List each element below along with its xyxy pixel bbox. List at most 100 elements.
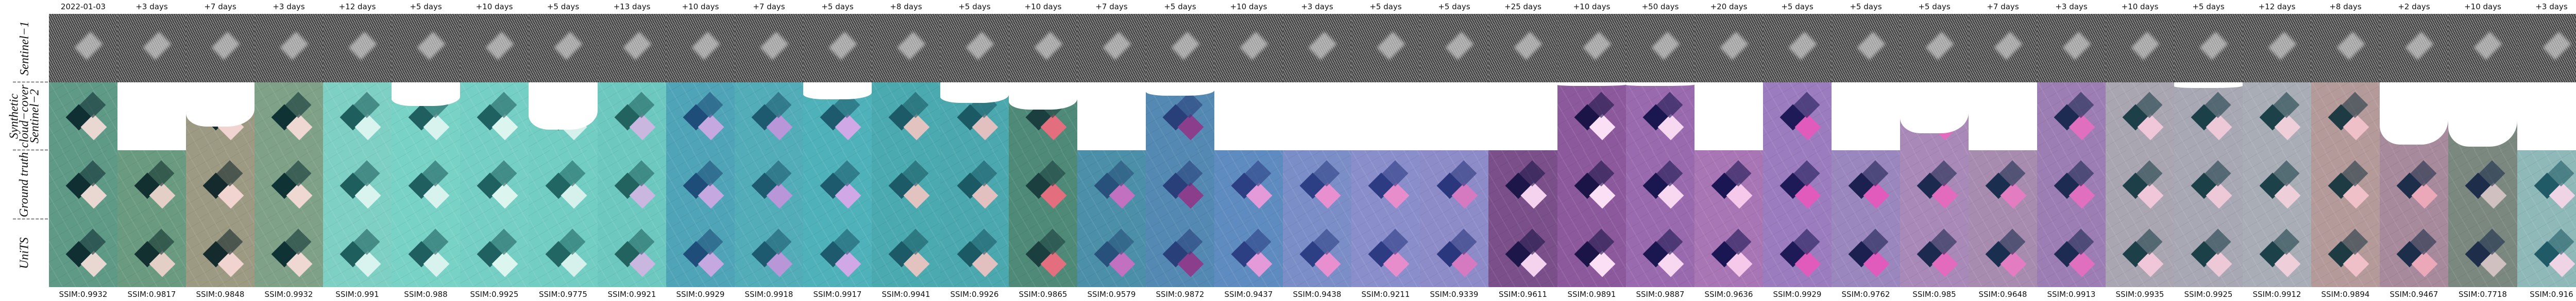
ssim-score: SSIM:0.9932 bbox=[264, 290, 313, 299]
column-header: +12 days bbox=[2258, 2, 2296, 11]
ground-truth-image bbox=[49, 150, 117, 219]
sentinel-1-image bbox=[2174, 14, 2243, 82]
ground-truth-image bbox=[2037, 150, 2106, 219]
cloud-cover-image bbox=[1009, 82, 1077, 150]
bright-field-patch bbox=[1308, 31, 1337, 60]
units-prediction-image bbox=[186, 219, 255, 287]
sentinel-1-image bbox=[940, 14, 1009, 82]
units-prediction-image bbox=[1420, 219, 1488, 287]
cloud-cover-image bbox=[117, 82, 186, 150]
cloud-mask bbox=[1900, 82, 1969, 133]
row-label-synthetic-cloud-cover: Synthetic cloud−cover Sentinel−2 bbox=[7, 84, 42, 148]
ssim-score: SSIM:0.9913 bbox=[2047, 290, 2096, 299]
column-header: +10 days bbox=[2464, 2, 2501, 11]
sentinel-1-image bbox=[2380, 14, 2448, 82]
bright-field-patch bbox=[1651, 31, 1680, 60]
cloud-cover-image bbox=[2037, 82, 2106, 150]
ssim-score: SSIM:0.9437 bbox=[1224, 290, 1273, 299]
cloud-cover-image bbox=[1488, 82, 1557, 150]
cloud-mask bbox=[1832, 82, 1900, 150]
column-header: +3 days bbox=[273, 2, 305, 11]
bright-field-patch bbox=[1240, 31, 1268, 60]
sentinel-1-image bbox=[1626, 14, 1694, 82]
ssim-score: SSIM:0.916 bbox=[2530, 290, 2573, 299]
units-prediction-image bbox=[2037, 219, 2106, 287]
bright-field-patch bbox=[211, 31, 240, 60]
cloud-cover-image bbox=[2243, 82, 2311, 150]
bright-field-patch bbox=[2062, 31, 2091, 60]
cloud-cover-image bbox=[803, 82, 872, 150]
cloud-cover-image bbox=[1900, 82, 1969, 150]
units-prediction-image bbox=[1351, 219, 1420, 287]
units-prediction-image bbox=[1283, 219, 1351, 287]
cloud-mask bbox=[2174, 82, 2243, 88]
column-header: +5 days bbox=[2192, 2, 2225, 11]
column-header: +7 days bbox=[753, 2, 785, 11]
column-header: +12 days bbox=[338, 2, 376, 11]
units-prediction-image bbox=[1557, 219, 1626, 287]
ssim-score: SSIM:0.9891 bbox=[1567, 290, 1616, 299]
row-label-ground-truth: Ground truth bbox=[18, 152, 31, 218]
units-prediction-image bbox=[255, 219, 323, 287]
cloud-cover-image bbox=[323, 82, 392, 150]
units-prediction-image bbox=[872, 219, 940, 287]
ground-truth-image bbox=[2311, 150, 2380, 219]
bright-field-patch bbox=[2336, 31, 2365, 60]
ssim-score: SSIM:0.9648 bbox=[1978, 290, 2027, 299]
sentinel-1-image bbox=[1214, 14, 1283, 82]
cloud-mask bbox=[2448, 82, 2517, 147]
row-divider bbox=[13, 149, 48, 151]
units-prediction-image bbox=[529, 219, 598, 287]
ground-truth-image bbox=[1009, 150, 1077, 219]
units-prediction-image bbox=[460, 219, 529, 287]
cloud-cover-image bbox=[666, 82, 735, 150]
cloud-cover-image bbox=[2311, 82, 2380, 150]
column-header: +5 days bbox=[1850, 2, 1882, 11]
bright-field-patch bbox=[1720, 31, 1749, 60]
ssim-score: SSIM:0.988 bbox=[404, 290, 448, 299]
column-header: +5 days bbox=[547, 2, 580, 11]
cloud-cover-image bbox=[1557, 82, 1626, 150]
ssim-score: SSIM:0.9912 bbox=[2252, 290, 2301, 299]
bright-field-patch bbox=[1583, 31, 1612, 60]
bright-field-patch bbox=[897, 31, 926, 60]
column-header: +2 days bbox=[2398, 2, 2430, 11]
ssim-score: SSIM:0.9611 bbox=[1499, 290, 1547, 299]
sentinel-1-image bbox=[117, 14, 186, 82]
column-header: +7 days bbox=[204, 2, 236, 11]
cloud-mask bbox=[1009, 82, 1077, 110]
bright-field-patch bbox=[74, 31, 103, 60]
cloud-cover-image bbox=[2380, 82, 2448, 150]
sentinel-1-image bbox=[1488, 14, 1557, 82]
sentinel-1-image bbox=[529, 14, 598, 82]
units-prediction-image bbox=[2106, 219, 2174, 287]
ssim-score: SSIM:0.9918 bbox=[744, 290, 793, 299]
ssim-score: SSIM:0.9438 bbox=[1293, 290, 1342, 299]
sentinel-1-image bbox=[1146, 14, 1214, 82]
ground-truth-image bbox=[323, 150, 392, 219]
sentinel-1-image bbox=[1077, 14, 1146, 82]
cloud-cover-image bbox=[392, 82, 460, 150]
ssim-score: SSIM:0.985 bbox=[1912, 290, 1956, 299]
units-prediction-image bbox=[1626, 219, 1694, 287]
sentinel-1-image bbox=[735, 14, 803, 82]
ground-truth-image bbox=[1420, 150, 1488, 219]
ssim-score: SSIM:0.9935 bbox=[2115, 290, 2164, 299]
ground-truth-image bbox=[2106, 150, 2174, 219]
bright-field-patch bbox=[1994, 31, 2023, 60]
sentinel-1-image bbox=[1694, 14, 1763, 82]
ground-truth-image bbox=[666, 150, 735, 219]
cloud-cover-image bbox=[1763, 82, 1832, 150]
column-header: +7 days bbox=[1095, 2, 1128, 11]
bright-field-patch bbox=[2199, 31, 2228, 60]
units-prediction-image bbox=[2517, 219, 2576, 287]
cloud-cover-image bbox=[255, 82, 323, 150]
column-header: +5 days bbox=[958, 2, 991, 11]
sentinel-1-image bbox=[666, 14, 735, 82]
bright-field-patch bbox=[485, 31, 514, 60]
ssim-score: SSIM:0.9211 bbox=[1361, 290, 1410, 299]
units-prediction-image bbox=[117, 219, 186, 287]
units-prediction-image bbox=[392, 219, 460, 287]
ssim-score: SSIM:0.9762 bbox=[1841, 290, 1890, 299]
